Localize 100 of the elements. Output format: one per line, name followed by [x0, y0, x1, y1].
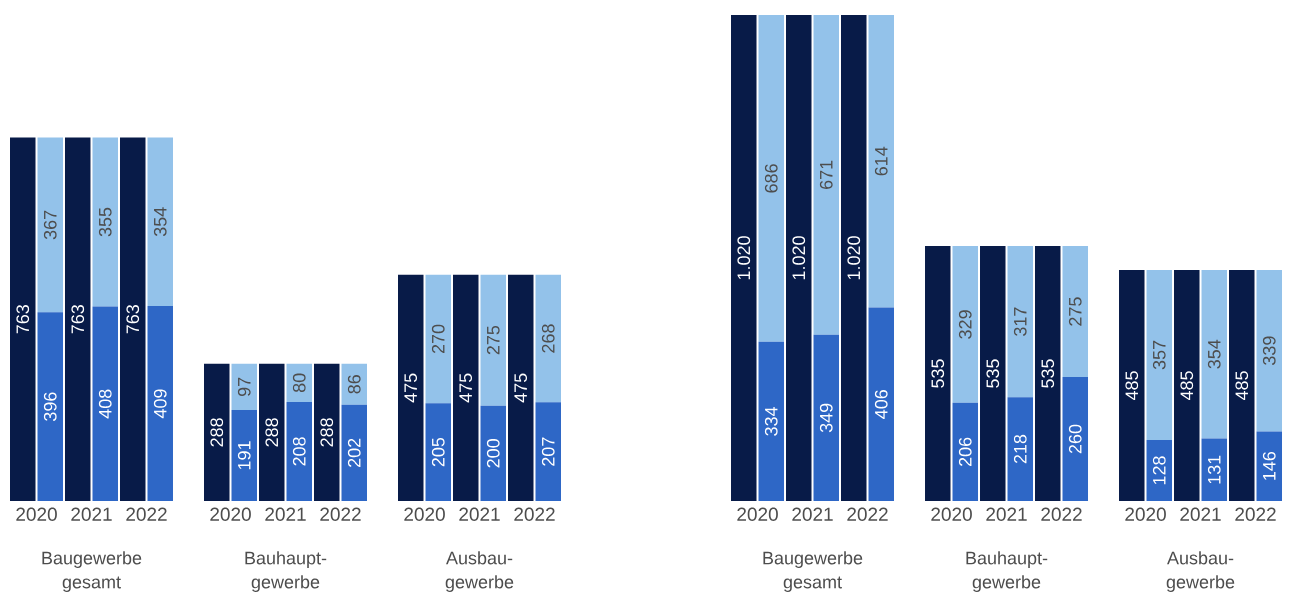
bar: [1119, 269, 1145, 501]
data-label: 270: [431, 324, 445, 354]
bar: [1146, 269, 1173, 441]
x-tick-label: 2022: [847, 507, 888, 521]
data-label: 355: [98, 207, 112, 237]
data-label: 614: [874, 146, 888, 176]
bar: [1174, 269, 1200, 501]
data-label: 207: [541, 437, 555, 466]
data-label: 288: [320, 418, 334, 447]
bar: [508, 274, 534, 501]
bar: [1229, 269, 1255, 501]
data-label: 686: [764, 164, 778, 193]
bar: [147, 306, 173, 501]
bar: [453, 274, 479, 501]
x-tick-label: 2020: [737, 507, 778, 521]
data-label: 349: [819, 403, 833, 433]
bar: [813, 15, 839, 335]
bar: [813, 334, 839, 501]
data-label: 131: [1207, 455, 1221, 484]
x-tick-label: 2020: [210, 507, 251, 521]
bar: [65, 137, 91, 501]
bar: [480, 274, 506, 406]
data-label: 763: [16, 305, 30, 334]
bar: [480, 405, 506, 501]
bar: [786, 14, 812, 501]
bar: [868, 307, 894, 501]
data-label: 202: [347, 438, 361, 467]
text: Bauhaupt-gewerbe: [245, 551, 327, 592]
data-label: 97: [237, 377, 251, 397]
data-label: 1.020: [847, 236, 861, 280]
bar: [231, 363, 257, 410]
bar: [259, 363, 285, 501]
data-label: 367: [43, 210, 57, 240]
bar: [1256, 269, 1283, 432]
bar: [341, 363, 367, 405]
data-label: 334: [764, 406, 778, 436]
data-label: 763: [126, 305, 140, 334]
data-label: 354: [1207, 339, 1221, 369]
bar: [37, 312, 63, 501]
data-label: 329: [958, 310, 972, 339]
data-label: 535: [931, 359, 945, 388]
bar: [1201, 438, 1228, 501]
bar: [286, 401, 312, 501]
data-label: 535: [986, 359, 1000, 388]
bar: [868, 15, 894, 308]
text: Bauhaupt-gewerbe: [966, 551, 1048, 592]
bar: [925, 246, 951, 501]
data-label: 218: [1013, 434, 1027, 464]
x-tick-label: 2020: [931, 507, 972, 521]
data-label: 200: [486, 439, 500, 468]
bar: [92, 137, 118, 307]
bar: [731, 14, 757, 501]
bar: [120, 137, 146, 501]
bar: [758, 341, 785, 501]
data-label: 763: [71, 305, 85, 334]
data-label: 317: [1013, 307, 1027, 336]
x-tick-label: 2022: [514, 507, 555, 521]
x-tick-label: 2022: [126, 507, 167, 521]
x-tick-label: 2020: [16, 507, 57, 521]
x-tick-label: 2022: [1235, 507, 1276, 521]
bar: [535, 274, 561, 403]
bar: [1035, 246, 1061, 501]
data-label: 288: [265, 418, 279, 447]
bar: [1007, 246, 1034, 398]
bar: [758, 15, 785, 342]
bar: [92, 306, 118, 501]
x-tick-label: 2021: [986, 507, 1027, 521]
data-label: 475: [459, 373, 473, 403]
bar: [425, 274, 451, 404]
data-label: 409: [153, 389, 167, 419]
bar: [1062, 377, 1089, 501]
data-label: 208: [292, 437, 306, 466]
data-label: 396: [43, 392, 57, 421]
data-label: 1.020: [737, 236, 751, 280]
x-tick-label: 2022: [1041, 507, 1082, 521]
data-label: 288: [210, 418, 224, 447]
x-tick-label: 2020: [1125, 507, 1166, 521]
bar: [1146, 440, 1173, 501]
bar: [1062, 246, 1089, 378]
bar: [37, 137, 63, 313]
data-label: 357: [1152, 340, 1166, 370]
data-label: 354: [153, 207, 167, 237]
bar: [1007, 397, 1034, 501]
data-label: 671: [819, 160, 833, 189]
bar: [1256, 431, 1283, 501]
data-label: 80: [292, 373, 306, 393]
data-label: 485: [1180, 371, 1194, 401]
x-tick-label: 2021: [1180, 507, 1221, 521]
bar: [425, 403, 451, 501]
bar: [952, 246, 979, 403]
data-label: 535: [1041, 359, 1055, 388]
bar: [1201, 269, 1228, 439]
x-tick-label: 2021: [265, 507, 306, 521]
data-label: 475: [514, 373, 528, 403]
data-label: 275: [1068, 297, 1082, 326]
bar: [398, 274, 424, 501]
data-label: 1.020: [792, 236, 806, 280]
bar: [314, 363, 340, 501]
data-label: 191: [237, 441, 251, 470]
bar: [841, 14, 867, 501]
